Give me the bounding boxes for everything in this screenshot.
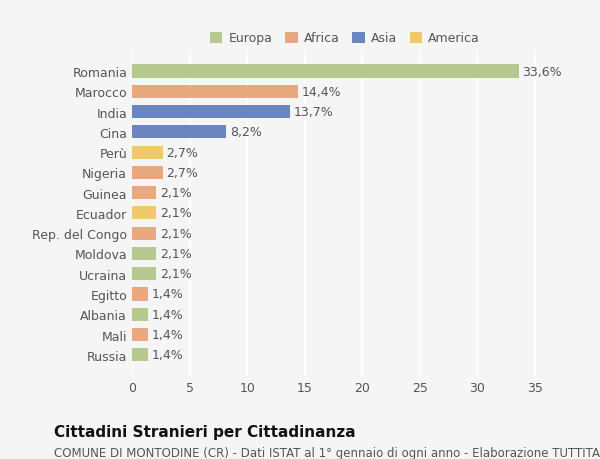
Bar: [132, 247, 156, 260]
Bar: [132, 85, 298, 99]
Legend: Europa, Africa, Asia, America: Europa, Africa, Asia, America: [205, 28, 485, 50]
Bar: [132, 348, 148, 362]
Text: 2,1%: 2,1%: [160, 247, 191, 260]
Bar: [132, 187, 156, 200]
Bar: [132, 328, 148, 341]
Text: 2,7%: 2,7%: [167, 146, 199, 159]
Bar: [132, 227, 156, 240]
Bar: [132, 106, 290, 119]
Text: 2,1%: 2,1%: [160, 207, 191, 220]
Bar: [132, 207, 156, 220]
Text: 8,2%: 8,2%: [230, 126, 262, 139]
Text: 2,7%: 2,7%: [167, 167, 199, 179]
Bar: [132, 65, 519, 78]
Bar: [132, 146, 163, 159]
Text: 2,1%: 2,1%: [160, 227, 191, 240]
Text: 1,4%: 1,4%: [152, 328, 184, 341]
Bar: [132, 288, 148, 301]
Text: 14,4%: 14,4%: [301, 86, 341, 99]
Bar: [132, 167, 163, 179]
Bar: [132, 126, 226, 139]
Text: 1,4%: 1,4%: [152, 288, 184, 301]
Text: 1,4%: 1,4%: [152, 348, 184, 362]
Text: Cittadini Stranieri per Cittadinanza: Cittadini Stranieri per Cittadinanza: [54, 425, 356, 440]
Text: 1,4%: 1,4%: [152, 308, 184, 321]
Text: COMUNE DI MONTODINE (CR) - Dati ISTAT al 1° gennaio di ogni anno - Elaborazione : COMUNE DI MONTODINE (CR) - Dati ISTAT al…: [54, 446, 600, 459]
Bar: [132, 268, 156, 280]
Bar: [132, 308, 148, 321]
Text: 33,6%: 33,6%: [523, 65, 562, 78]
Text: 2,1%: 2,1%: [160, 187, 191, 200]
Text: 2,1%: 2,1%: [160, 268, 191, 280]
Text: 13,7%: 13,7%: [293, 106, 333, 119]
